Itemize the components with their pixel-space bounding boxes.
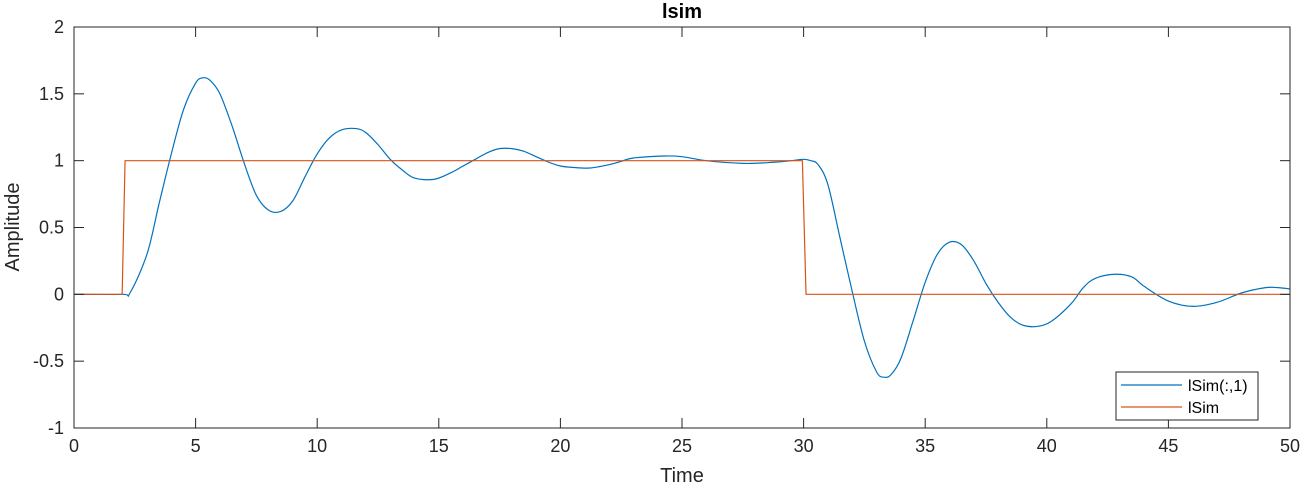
- y-tick-label: 1.5: [39, 84, 64, 104]
- x-tick-label: 20: [550, 436, 570, 456]
- series-layer: [73, 77, 1291, 379]
- legend-entry-lsim-col1: lSim(:,1): [1188, 378, 1248, 395]
- legend-entry-lsim: lSim: [1188, 400, 1219, 417]
- x-tick-label: 45: [1158, 436, 1178, 456]
- y-tick-label: 0: [54, 284, 64, 304]
- x-tick-label: 50: [1280, 436, 1300, 456]
- x-tick-label: 5: [191, 436, 201, 456]
- legend: lSim(:,1) lSim: [1115, 371, 1259, 421]
- series-line-lsim: [74, 160, 1290, 295]
- y-tick-label: 0.5: [39, 218, 64, 238]
- plot-area: [74, 27, 1290, 428]
- ticks-layer: 0 5 10 15 20 25 30 35 40 45 50 -1 -0.5 0 0.5 1 1.5 2: [33, 17, 1300, 456]
- x-axis-label: Time: [660, 465, 704, 486]
- x-tick-label: 35: [915, 436, 935, 456]
- x-tick-label: 10: [307, 436, 327, 456]
- y-tick-label: -1: [48, 418, 64, 438]
- y-tick-label: -0.5: [33, 351, 64, 371]
- x-tick-label: 30: [794, 436, 814, 456]
- x-tick-label: 0: [69, 436, 79, 456]
- chart-title: lsim: [662, 1, 702, 23]
- x-tick-label: 25: [672, 436, 692, 456]
- y-tick-label: 1: [54, 151, 64, 171]
- y-axis-label: Amplitude: [2, 183, 24, 272]
- series-line-lsim-col1: [73, 77, 1291, 379]
- x-tick-label: 40: [1037, 436, 1057, 456]
- y-tick-label: 2: [54, 17, 64, 37]
- x-tick-label: 15: [429, 436, 449, 456]
- legend-box: [1115, 371, 1259, 421]
